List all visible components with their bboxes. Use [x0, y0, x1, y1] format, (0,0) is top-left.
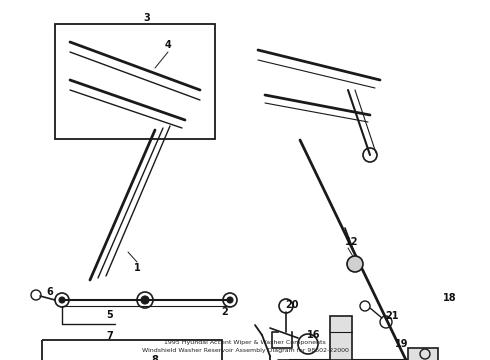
Bar [55, 24, 215, 139]
Bar [330, 316, 352, 360]
Text: 12: 12 [345, 237, 359, 247]
Text: Windshield Washer Reservoir Assembly Diagram for 98602-22000: Windshield Washer Reservoir Assembly Dia… [142, 348, 348, 353]
Text: 5: 5 [107, 310, 113, 320]
Bar [42, 340, 222, 360]
Text: 2: 2 [221, 307, 228, 317]
Text: 16: 16 [307, 330, 321, 340]
Circle shape [141, 296, 149, 304]
Text: 4: 4 [165, 40, 172, 50]
Circle shape [227, 297, 233, 303]
Text: 3: 3 [144, 13, 150, 23]
Text: 20: 20 [285, 300, 299, 310]
Text: 21: 21 [385, 311, 399, 321]
Text: 7: 7 [107, 331, 113, 341]
Text: 8: 8 [151, 355, 158, 360]
Text: 1995 Hyundai Accent Wiper & Washer Components: 1995 Hyundai Accent Wiper & Washer Compo… [164, 340, 326, 345]
Bar [408, 348, 438, 360]
Text: 19: 19 [395, 339, 409, 349]
Text: 18: 18 [443, 293, 457, 303]
Circle shape [59, 297, 65, 303]
Circle shape [347, 256, 363, 272]
Text: 1: 1 [134, 263, 140, 273]
Text: 6: 6 [47, 287, 53, 297]
